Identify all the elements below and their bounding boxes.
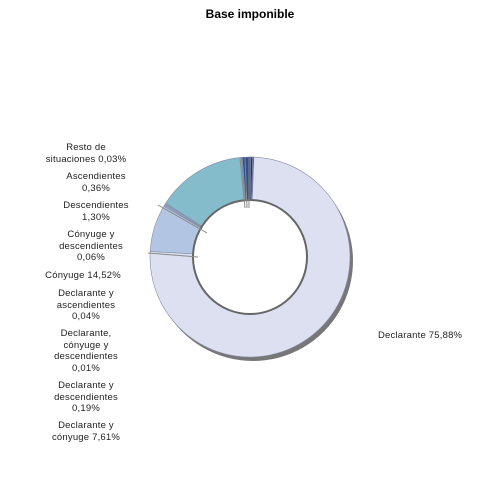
label-declarante-conyuge: Declarante y cónyuge 7,61%: [35, 420, 137, 443]
label-ascendientes-line1: Ascendientes: [66, 171, 126, 182]
label-declarante-descendientes: Declarante y descendientes 0,19%: [35, 380, 137, 415]
label-decl-asc-line1: Declarante y: [58, 288, 114, 299]
label-descendientes: Descendientes 1,30%: [45, 200, 147, 223]
donut-hole: [192, 199, 308, 315]
leader-line-1: [157, 204, 208, 234]
label-conyuge: Cónyuge 14,52%: [32, 270, 134, 282]
label-decl-desc-line2: descendientes: [54, 391, 118, 403]
label-decl-desc-line3: 0,19%: [72, 403, 100, 414]
leader-line-2: [239, 157, 246, 209]
leader-line-0: [147, 252, 199, 258]
label-resto-situaciones: Resto de situaciones 0,03%: [40, 142, 132, 165]
label-decl-cony-line2: cónyuge 7,61%: [51, 431, 121, 443]
label-descendientes-line1: Descendientes: [63, 200, 129, 211]
label-decl-cony-line1: Declarante y: [58, 420, 114, 431]
label-decl-desc-line1: Declarante y: [58, 380, 114, 391]
label-declarante: Declarante 75,88%: [378, 330, 463, 341]
label-descendientes-line2: 1,30%: [82, 211, 110, 223]
label-ascendientes-line2: 0,36%: [82, 182, 110, 194]
label-conyuge-desc-line2: descendientes: [59, 240, 123, 252]
label-conyuge-desc-line3: 0,06%: [77, 252, 105, 263]
label-conyuge-descendientes: Cónyuge y descendientes 0,06%: [40, 229, 142, 264]
label-conyuge-desc-line1: Cónyuge y: [67, 229, 115, 240]
chart-title: Base imponible: [205, 7, 295, 21]
label-resto-line1: Resto de: [66, 142, 106, 153]
label-declarante-ascendientes: Declarante y ascendientes 0,04%: [35, 288, 137, 323]
label-decl-cony-desc-line1: Declarante,: [60, 328, 112, 339]
label-conyuge-line1: Cónyuge 14,52%: [45, 270, 121, 281]
label-decl-asc-line3: 0,04%: [72, 311, 100, 322]
label-decl-cony-desc-line2: cónyuge y: [63, 339, 109, 351]
label-resto-line2: situaciones 0,03%: [45, 153, 127, 165]
label-decl-cony-desc-line3: descendientes: [54, 351, 118, 362]
label-decl-cony-desc-line4: 0,01%: [72, 362, 100, 374]
leader-line-3: [244, 157, 248, 209]
label-declarante-conyuge-descendientes: Declarante, cónyuge y descendientes 0,01…: [35, 328, 137, 374]
label-decl-asc-line2: ascendientes: [56, 299, 116, 311]
label-ascendientes: Ascendientes 0,36%: [45, 171, 147, 194]
